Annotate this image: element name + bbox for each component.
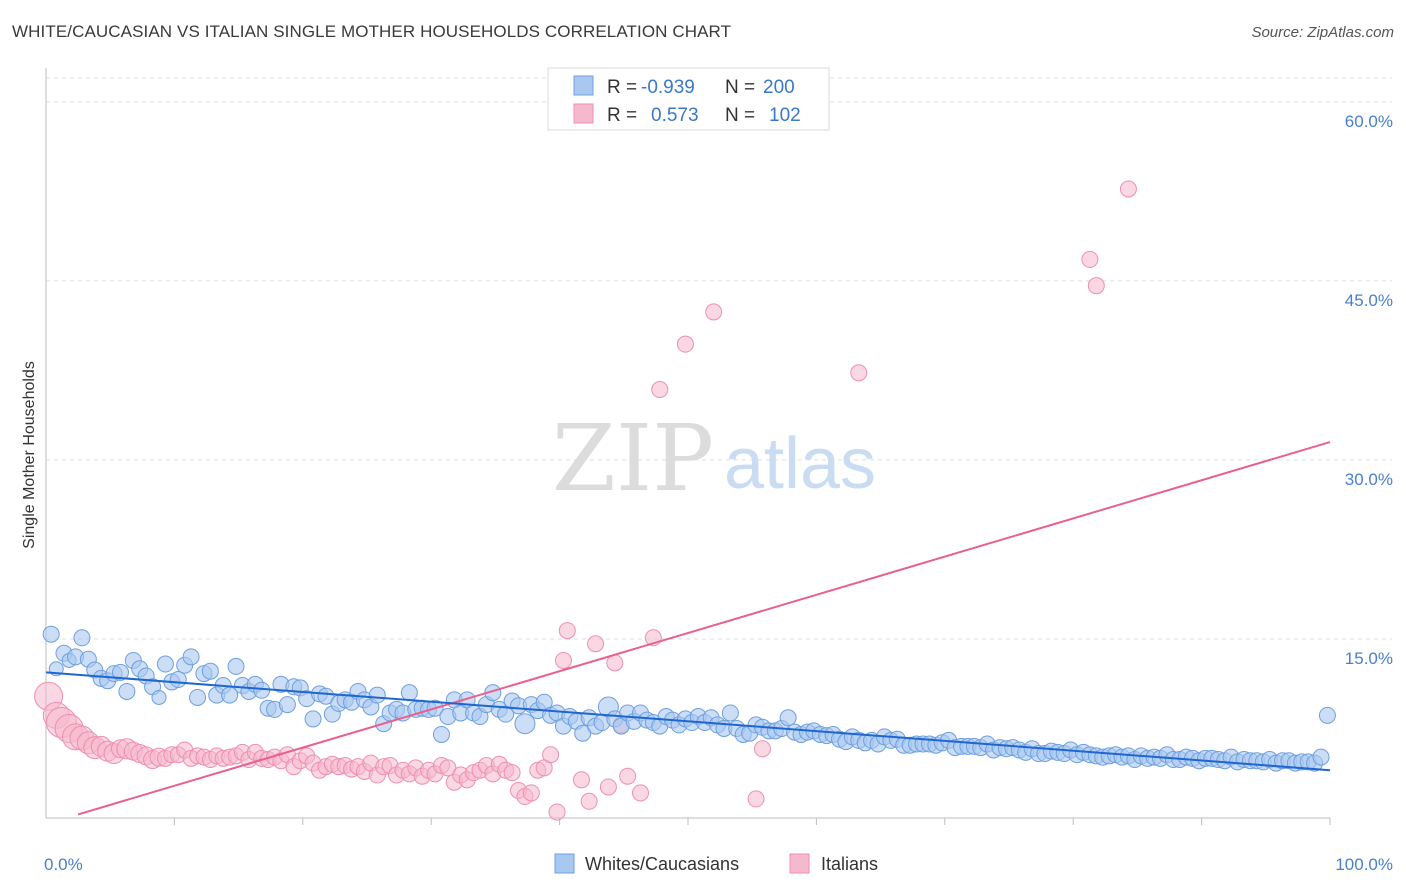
italians-point	[850, 364, 868, 382]
chart-title: WHITE/CAUCASIAN VS ITALIAN SINGLE MOTHER…	[12, 22, 732, 41]
y-axis-label: Single Mother Households	[21, 361, 38, 549]
x-tick-labels: 0.0% 100.0%	[44, 855, 1393, 874]
legend-n-value-whites: 200	[763, 77, 795, 98]
y-tick-label: 15.0%	[1345, 649, 1393, 668]
legend-box	[547, 67, 830, 131]
whites-point	[151, 689, 167, 705]
bottom-legend-whites: Whites/Caucasians	[585, 854, 739, 874]
grid-lines	[46, 77, 1392, 640]
italians-point	[651, 381, 669, 399]
legend-r-value-whites: -0.939	[641, 77, 695, 98]
italians-point	[439, 759, 457, 777]
italians-point	[572, 771, 590, 789]
legend-n-label-italians: N =	[725, 105, 755, 126]
legend-n-label-whites: N =	[725, 77, 755, 98]
legend-swatch-italians	[573, 103, 594, 124]
whites-point	[253, 681, 271, 699]
whites-point	[779, 709, 797, 727]
legend-swatch-whites	[573, 75, 594, 96]
whites-point	[201, 662, 219, 680]
watermark-atlas: atlas	[724, 424, 876, 504]
x-tick-label-max: 100.0%	[1335, 855, 1393, 874]
whites-point	[118, 682, 136, 700]
y-tick-label: 60.0%	[1345, 112, 1393, 131]
italians-points	[34, 180, 1137, 821]
y-tick-label: 30.0%	[1345, 470, 1393, 489]
italians-point	[631, 784, 649, 802]
whites-point	[574, 724, 592, 742]
italians-point	[619, 767, 637, 785]
italians-point	[558, 622, 576, 640]
whites-point	[227, 657, 245, 675]
trend-lines	[45, 441, 1331, 816]
italians-point	[580, 792, 598, 810]
whites-point	[73, 629, 91, 647]
legend-r-label-italians: R =	[607, 105, 637, 126]
y-tick-label: 45.0%	[1345, 291, 1393, 310]
whites-trend-line	[45, 671, 1331, 772]
whites-point	[111, 663, 129, 681]
source-label: Source: ZipAtlas.com	[1251, 24, 1394, 41]
italians-point	[1119, 180, 1137, 198]
legend-r-label-whites: R =	[607, 77, 637, 98]
italians-point	[599, 778, 617, 796]
italians-point	[587, 635, 605, 653]
whites-point	[317, 687, 335, 705]
whites-point	[1312, 748, 1330, 766]
whites-point	[368, 686, 386, 704]
whites-point	[182, 648, 200, 666]
whites-point	[721, 704, 739, 722]
whites-point	[169, 671, 187, 689]
whites-point	[514, 713, 536, 735]
whites-point	[304, 710, 322, 728]
italians-point	[1087, 277, 1105, 295]
whites-point	[42, 625, 60, 643]
italians-point	[554, 651, 572, 669]
italians-point	[705, 303, 723, 321]
legend: R = -0.939 N = 200 R = 0.573 N = 102	[547, 67, 830, 131]
legend-n-value-italians: 102	[769, 105, 801, 126]
italians-point	[542, 746, 560, 764]
whites-point	[278, 696, 296, 714]
italians-trend-line	[77, 441, 1331, 816]
bottom-legend-swatch-italians	[789, 853, 810, 874]
italians-point	[503, 764, 521, 782]
whites-point	[156, 655, 174, 673]
italians-point	[676, 335, 694, 353]
italians-point	[747, 790, 765, 808]
italians-point	[548, 803, 566, 821]
watermark-zip: ZIP	[552, 405, 714, 512]
whites-point	[1318, 706, 1336, 724]
legend-r-value-italians: 0.573	[651, 105, 699, 126]
whites-point	[400, 684, 418, 702]
italians-point	[753, 740, 771, 758]
italians-point	[522, 784, 540, 802]
watermark: ZIP atlas	[552, 405, 876, 512]
whites-point	[432, 725, 450, 743]
bottom-legend: Whites/Caucasians Italians	[554, 853, 878, 874]
italians-point	[1081, 250, 1099, 268]
bottom-legend-swatch-whites	[554, 853, 575, 874]
y-tick-labels: 15.0% 30.0% 45.0% 60.0%	[1345, 112, 1393, 668]
bottom-legend-italians: Italians	[821, 854, 878, 874]
whites-point	[189, 688, 207, 706]
x-tick-label-min: 0.0%	[44, 855, 83, 874]
